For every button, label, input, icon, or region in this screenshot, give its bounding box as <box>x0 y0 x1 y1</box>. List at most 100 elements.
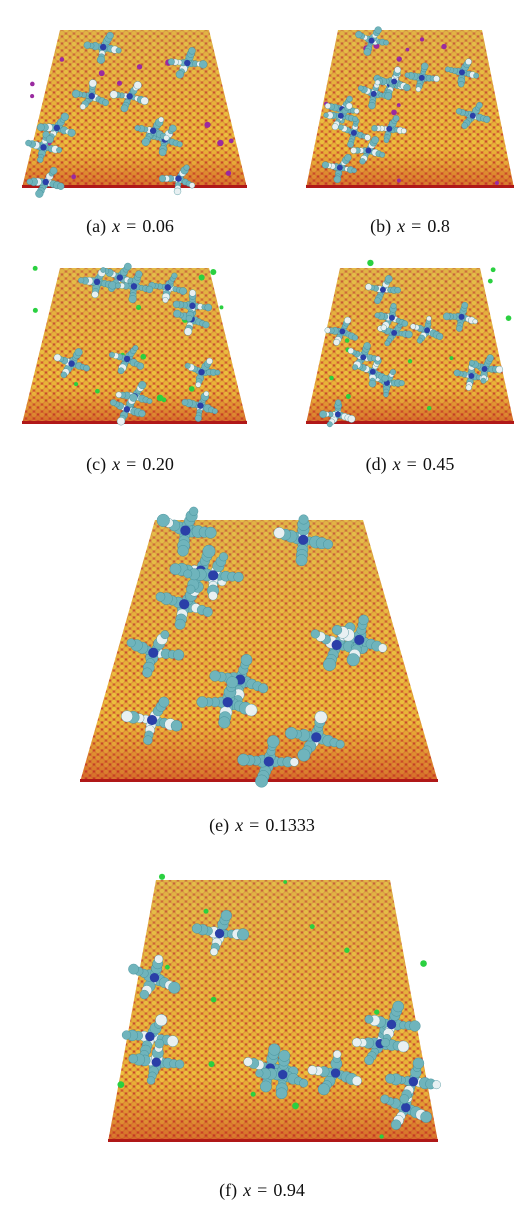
ion <box>33 266 38 271</box>
molecule-atom <box>35 190 43 198</box>
caption-relation: = <box>411 216 421 236</box>
molecule-atom <box>54 354 61 361</box>
molecule-core <box>424 327 430 333</box>
molecule-core <box>339 328 345 334</box>
molecule-atom <box>205 304 212 311</box>
molecule-atom <box>413 1058 424 1069</box>
molecule-atom <box>315 711 328 724</box>
ion <box>251 1092 256 1097</box>
caption-label: (d) <box>366 454 387 475</box>
molecule-atom <box>416 87 421 92</box>
molecule-core <box>311 732 321 742</box>
molecule-atom <box>218 717 230 729</box>
molecule-atom <box>203 607 213 617</box>
ion <box>209 1061 215 1067</box>
molecule-core <box>380 287 386 293</box>
ion <box>136 305 141 310</box>
molecule-atom <box>234 572 244 582</box>
molecule-core <box>198 369 204 375</box>
molecule-atom <box>484 116 491 123</box>
molecule-atom <box>421 1111 432 1122</box>
molecule-atom <box>260 1081 271 1092</box>
molecule-atom <box>185 363 191 369</box>
molecule-atom <box>323 658 336 671</box>
molecule-atom <box>410 324 416 330</box>
molecule-atom <box>347 653 360 666</box>
molecule-atom <box>365 284 371 290</box>
molecule-atom <box>279 1050 290 1061</box>
panel-image <box>306 27 514 188</box>
molecule-atom <box>436 333 443 340</box>
molecule-core <box>180 525 190 535</box>
molecule-atom <box>364 342 371 349</box>
ion <box>367 260 373 266</box>
ion <box>74 382 78 386</box>
molecule-atom <box>189 47 196 54</box>
caption-label: (a) <box>86 216 106 237</box>
molecule-atom <box>46 136 53 143</box>
molecule-atom <box>159 175 166 182</box>
ion <box>210 269 216 275</box>
molecule-atom <box>384 138 389 143</box>
molecule-atom <box>189 507 198 516</box>
ion <box>344 948 349 953</box>
molecule-atom <box>296 554 307 565</box>
molecule-atom <box>115 283 121 289</box>
molecule-atom <box>355 31 362 38</box>
molecule-atom <box>308 1066 317 1075</box>
molecule-atom <box>427 316 432 321</box>
molecule-atom <box>164 135 170 141</box>
ion <box>60 57 65 62</box>
molecule-core <box>100 44 106 50</box>
molecule-core <box>148 648 158 658</box>
molecule-atom <box>375 313 380 318</box>
molecule-core <box>145 1032 154 1041</box>
caption-variable: x <box>234 815 243 835</box>
molecule-atom <box>175 619 186 630</box>
molecule-core <box>365 148 371 154</box>
molecule-atom <box>322 162 329 169</box>
molecule-atom <box>118 368 124 374</box>
ion <box>33 308 38 313</box>
molecule-atom <box>352 116 357 121</box>
molecule-atom <box>97 56 105 64</box>
page: (a)x=0.06(b)x=0.8(c)x=0.20(d)x=0.45(e)x=… <box>0 0 523 1205</box>
molecule-atom <box>177 141 183 147</box>
molecule-atom <box>405 331 412 338</box>
molecule-atom <box>352 1038 361 1047</box>
molecule-atom <box>176 70 184 78</box>
caption: (c)x=0.20 <box>86 454 174 475</box>
molecule-atom <box>130 394 138 402</box>
molecule-atom <box>381 1095 390 1104</box>
ion <box>491 267 496 272</box>
molecule-atom <box>385 275 392 282</box>
surface-edge <box>306 421 514 424</box>
molecule-atom <box>25 140 31 146</box>
ion <box>345 338 349 342</box>
molecule-atom <box>456 108 462 114</box>
molecule-atom <box>172 273 178 279</box>
molecule-atom <box>37 124 44 131</box>
surface-edge <box>108 1139 438 1142</box>
molecule-atom <box>405 73 410 78</box>
molecule-core <box>179 599 189 609</box>
molecule-core <box>264 756 274 766</box>
ion <box>346 394 351 399</box>
ion <box>283 880 287 884</box>
ion <box>391 110 397 116</box>
molecule-atom <box>197 696 208 707</box>
molecule-atom <box>117 417 125 425</box>
molecule-atom <box>352 1076 362 1086</box>
molecule-atom <box>215 370 220 375</box>
figure: (a)x=0.06(b)x=0.8(c)x=0.20(d)x=0.45(e)x=… <box>0 0 523 1205</box>
molecule-atom <box>336 740 344 748</box>
molecule-core <box>335 411 341 417</box>
ion <box>379 1134 383 1138</box>
molecule-core <box>401 1103 410 1112</box>
molecule-core <box>370 369 376 375</box>
molecule-atom <box>110 91 118 99</box>
caption-relation: = <box>257 1180 267 1200</box>
molecule-atom <box>365 1015 373 1023</box>
ion <box>420 960 427 967</box>
molecule-atom <box>473 73 478 78</box>
